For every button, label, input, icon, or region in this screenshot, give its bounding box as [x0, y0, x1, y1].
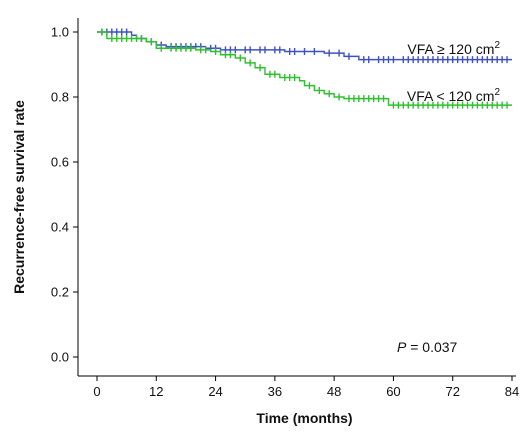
x-axis-title: Time (months)	[256, 410, 352, 426]
p-value: = 0.037	[406, 339, 457, 355]
x-tick-label: 0	[93, 384, 100, 399]
y-tick-label: 0.2	[51, 285, 69, 300]
x-tick-label: 48	[327, 384, 341, 399]
series-label-vfa-low: VFA < 120 cm2	[407, 87, 501, 104]
x-tick-label: 60	[386, 384, 400, 399]
y-axis-title: Recurrence-free survival rate	[11, 100, 27, 294]
x-tick-label: 72	[445, 384, 459, 399]
series-label-text: VFA < 120 cm	[407, 88, 495, 104]
series-label-vfa-high: VFA ≥ 120 cm2	[407, 40, 500, 57]
x-tick-label: 24	[208, 384, 222, 399]
x-tick-label: 36	[268, 384, 282, 399]
series-label-superscript: 2	[494, 40, 500, 51]
y-tick-label: 0.6	[51, 155, 69, 170]
y-tick-label: 0.8	[51, 90, 69, 105]
y-tick-label: 0.0	[51, 350, 69, 365]
y-tick-label: 1.0	[51, 25, 69, 40]
axes-layer: 0.0 0.2 0.4 0.6 0.8 1.0 0 12 24 36 48 60 72 84	[51, 18, 519, 399]
y-tick-label: 0.4	[51, 220, 69, 235]
p-symbol: P	[397, 339, 407, 355]
labels-layer: Recurrence-free survival rate Time (mont…	[11, 40, 500, 426]
series-label-superscript: 2	[494, 87, 500, 98]
x-tick-label: 12	[149, 384, 163, 399]
series-label-text: VFA ≥ 120 cm	[407, 41, 494, 57]
series-layer	[97, 28, 512, 109]
p-value-annotation: P = 0.037	[397, 339, 458, 355]
x-tick-label: 84	[505, 384, 519, 399]
